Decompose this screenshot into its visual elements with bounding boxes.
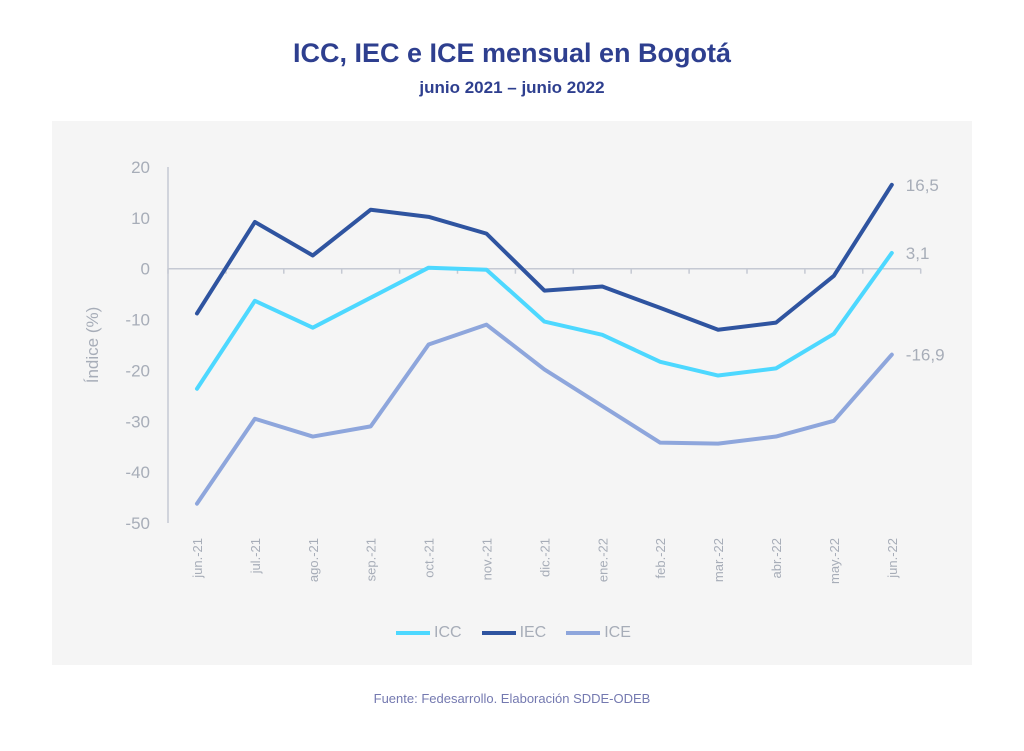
legend-label: ICE [604, 624, 631, 641]
x-tick-label: mar.-22 [711, 538, 726, 582]
series-line-iec [195, 182, 894, 332]
y-tick-label: -10 [125, 311, 150, 330]
chart-title: ICC, IEC e ICE mensual en Bogotá [292, 38, 732, 68]
legend-swatch [566, 631, 601, 635]
legend-item-iec: IEC [481, 624, 547, 642]
x-tick-label: jun.-21 [190, 538, 205, 579]
end-label-iec: 16,5 [906, 176, 939, 195]
x-tick-label: sep.-21 [364, 538, 379, 581]
y-axis-title: Índice (%) [83, 307, 102, 384]
y-tick-label: 10 [131, 209, 150, 228]
x-tick-label: feb.-22 [653, 538, 668, 578]
chart-panel [52, 121, 972, 665]
y-tick-label: 20 [131, 158, 150, 177]
legend-label: ICC [434, 624, 462, 641]
chart-subtitle: junio 2021 – junio 2022 [419, 78, 605, 97]
series-line-ice [195, 322, 894, 506]
x-tick-label: ene.-22 [595, 538, 610, 582]
y-tick-label: -40 [125, 463, 150, 482]
legend-item-icc: ICC [396, 624, 462, 642]
x-tick-label: jun.-22 [885, 538, 900, 579]
y-tick-label: -30 [125, 412, 150, 431]
legend: ICC IEC ICE [396, 624, 631, 642]
x-tick-label: abr.-22 [769, 538, 784, 578]
x-tick-label: may.-22 [827, 538, 842, 584]
legend-label: IEC [519, 624, 547, 641]
legend-swatch [481, 631, 516, 635]
end-label-ice: -16,9 [906, 346, 945, 365]
end-label-icc: 3,1 [906, 244, 930, 263]
x-tick-label: nov.-21 [480, 538, 495, 580]
source-note: Fuente: Fedesarrollo. Elaboración SDDE-O… [373, 691, 651, 706]
x-tick-label: dic.-21 [537, 538, 552, 577]
x-tick-label: jul.-21 [248, 538, 263, 574]
x-tick-label: ago.-21 [306, 538, 321, 582]
y-tick-label: 0 [141, 260, 150, 279]
legend-swatch [396, 631, 430, 635]
y-tick-label: -50 [125, 514, 150, 533]
x-tick-label: oct.-21 [422, 538, 437, 578]
y-tick-label: -20 [125, 361, 150, 380]
legend-item-ice: ICE [566, 624, 631, 642]
